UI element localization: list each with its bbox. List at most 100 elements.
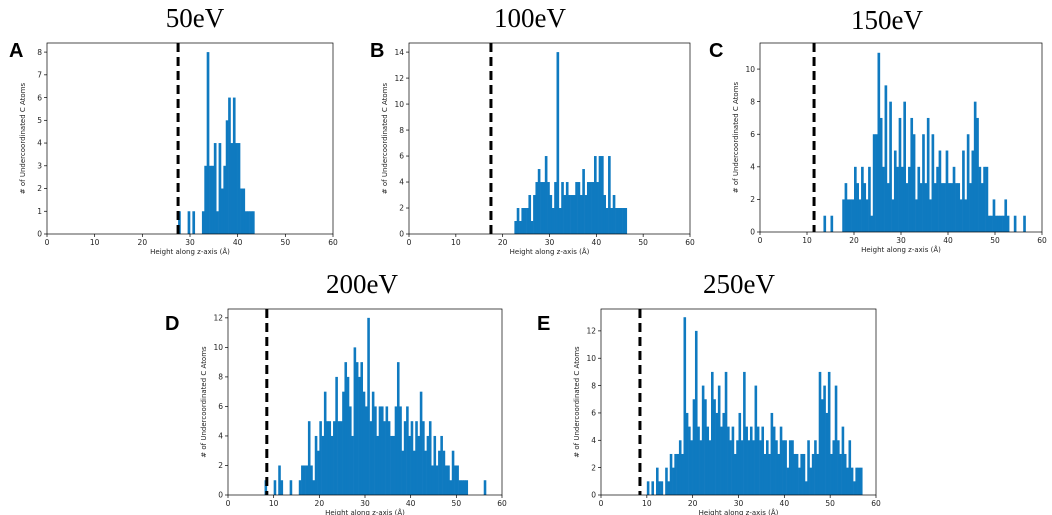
histogram-bar [717, 385, 721, 495]
histogram-bar [232, 97, 236, 234]
histogram-bar [565, 182, 569, 234]
histogram-bar [865, 199, 869, 232]
chart-title: 200eV [326, 269, 398, 299]
histogram-bar [915, 199, 918, 232]
histogram-bar [832, 440, 836, 495]
x-axis-label: Height along z-axis (Å) [861, 245, 941, 254]
histogram-bar [896, 166, 899, 232]
histogram-bar [955, 183, 958, 232]
bar-series [178, 52, 255, 234]
histogram-bar [658, 481, 661, 495]
histogram-bar [549, 195, 553, 234]
histogram-bar [818, 371, 822, 495]
x-tick-label: 60 [685, 238, 695, 247]
histogram-bar [711, 371, 714, 495]
histogram-bar [656, 467, 659, 495]
histogram-bar [745, 426, 748, 495]
x-tick-label: 10 [90, 238, 100, 247]
histogram-bar [230, 143, 234, 234]
y-tick-label: 8 [591, 381, 596, 390]
histogram-bar [456, 465, 459, 495]
histogram-bar [856, 183, 859, 232]
histogram-bar [861, 166, 864, 232]
histogram-bar [858, 199, 862, 232]
y-tick-label: 0 [750, 228, 755, 237]
chart-panel-a: A 50eV 0 10 20 30 40 50 60 0 1 2 3 4 5 6 7 8 Height along … [9, 3, 338, 256]
y-tick-label: 4 [750, 163, 755, 172]
y-tick-label: 8 [218, 373, 223, 382]
x-tick-label: 50 [825, 499, 835, 508]
histogram-bar [713, 399, 716, 495]
histogram-bar [463, 480, 466, 495]
bar-series [264, 317, 487, 495]
histogram-bar [708, 440, 712, 495]
histogram-bar [582, 169, 585, 234]
histogram-bar [596, 182, 599, 234]
histogram-bar [376, 435, 379, 495]
x-tick-label: 20 [849, 236, 859, 245]
y-tick-label: 12 [394, 74, 404, 83]
y-tick-label: 6 [218, 402, 223, 411]
histogram-bar [761, 426, 765, 495]
histogram-bar [399, 406, 402, 495]
histogram-bar [788, 440, 792, 495]
histogram-bar [720, 426, 723, 495]
histogram-bar [957, 183, 961, 232]
histogram-bar [544, 156, 548, 234]
histogram-bar [843, 453, 847, 495]
histogram-bar [738, 412, 742, 495]
x-tick-label: 30 [185, 238, 195, 247]
histogram-bar [570, 195, 574, 234]
histogram-bar [563, 195, 567, 234]
histogram-bar [685, 412, 689, 495]
histogram-bar [394, 406, 398, 495]
histogram-bar [853, 481, 856, 495]
histogram-bar [178, 211, 181, 234]
histogram-bar [554, 182, 557, 234]
histogram-bar [374, 406, 377, 495]
histogram-bar [330, 435, 334, 495]
x-tick-label: 50 [990, 236, 1000, 245]
histogram-bar [811, 453, 815, 495]
x-tick-label: 0 [599, 499, 604, 508]
x-tick-label: 40 [780, 499, 790, 508]
histogram-bar [603, 195, 606, 234]
histogram-bar [834, 385, 838, 495]
histogram-bar [846, 467, 849, 495]
histogram-bar [816, 453, 820, 495]
histogram-bar [561, 182, 564, 234]
histogram-bar [624, 208, 628, 234]
histogram-bar [938, 150, 942, 232]
histogram-bar [192, 211, 196, 234]
histogram-bar [593, 156, 597, 234]
x-tick-label: 10 [802, 236, 812, 245]
histogram-bar [378, 406, 382, 495]
histogram-bar [249, 211, 253, 234]
histogram-bar [665, 467, 668, 495]
histogram-bar [851, 199, 855, 232]
histogram-bar [798, 467, 801, 495]
histogram-bar [875, 134, 878, 232]
histogram-bar [859, 467, 863, 495]
histogram-bar [586, 182, 590, 234]
histogram-bar [301, 465, 304, 495]
histogram-bar [247, 211, 250, 234]
y-tick-label: 5 [37, 116, 42, 125]
histogram-bar [882, 166, 885, 232]
histogram-bar [901, 166, 904, 232]
histogram-bar [969, 183, 972, 232]
y-tick-label: 3 [37, 161, 42, 170]
histogram-bar [533, 195, 536, 234]
x-axis-label: Height along z-axis (Å) [325, 508, 405, 515]
histogram-bar [433, 435, 437, 495]
histogram-bar [855, 467, 858, 495]
histogram-bar [1013, 215, 1017, 232]
histogram-bar [999, 215, 1003, 232]
histogram-bar [392, 435, 395, 495]
x-tick-label: 60 [497, 499, 507, 508]
histogram-bar [827, 371, 831, 495]
histogram-bar [438, 450, 441, 495]
histogram-bar [335, 376, 338, 495]
chart-title: 50eV [166, 3, 225, 33]
histogram-bar [948, 183, 951, 232]
